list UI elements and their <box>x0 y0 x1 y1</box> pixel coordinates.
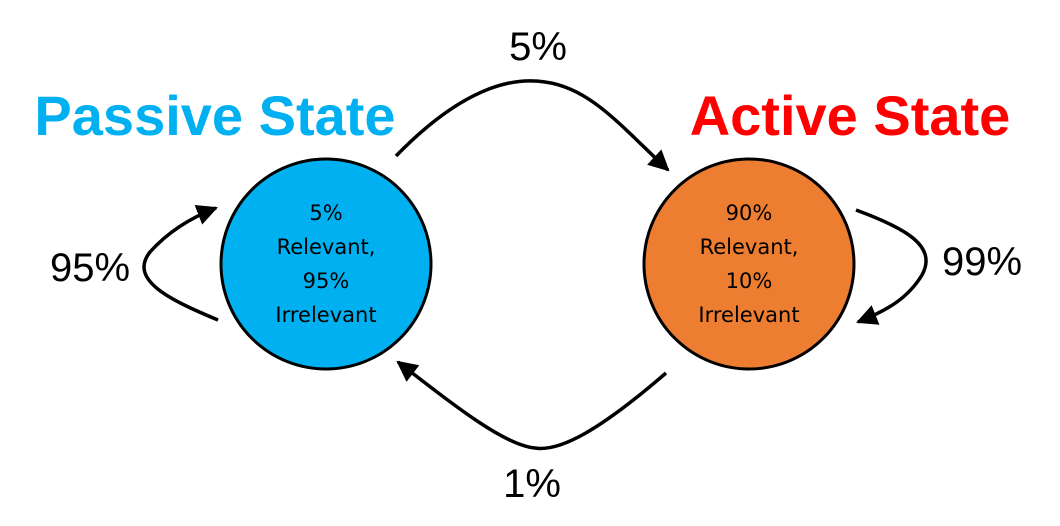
edge-passive-to-active <box>394 79 670 172</box>
active-state-line-2: Relevant, <box>700 235 799 259</box>
active-state-line-4: Irrelevant <box>698 303 799 327</box>
active-state-title: Active State <box>690 84 1011 147</box>
passive-state-line-1: 5% <box>309 201 342 225</box>
active-state-line-3: 10% <box>726 269 773 293</box>
edge-label-passive-self-loop: 95% <box>50 246 130 290</box>
passive-state-circle <box>219 157 433 371</box>
passive-state-node: 5% Relevant, 95% Irrelevant <box>219 157 433 371</box>
active-state-node: 90% Relevant, 10% Irrelevant <box>642 157 856 371</box>
edge-label-passive-to-active: 5% <box>509 25 567 69</box>
edge-active-self-loop <box>855 208 928 325</box>
edge-label-active-to-passive: 1% <box>503 462 561 506</box>
edge-active-to-passive <box>396 360 668 451</box>
active-state-circle <box>642 157 856 371</box>
edge-passive-self-loop <box>142 204 219 322</box>
passive-state-line-2: Relevant, <box>277 235 376 259</box>
passive-state-line-4: Irrelevant <box>275 303 376 327</box>
active-state-line-1: 90% <box>726 201 773 225</box>
edge-label-active-self-loop: 99% <box>942 240 1022 284</box>
passive-state-line-3: 95% <box>303 269 350 293</box>
passive-state-title: Passive State <box>34 84 395 147</box>
